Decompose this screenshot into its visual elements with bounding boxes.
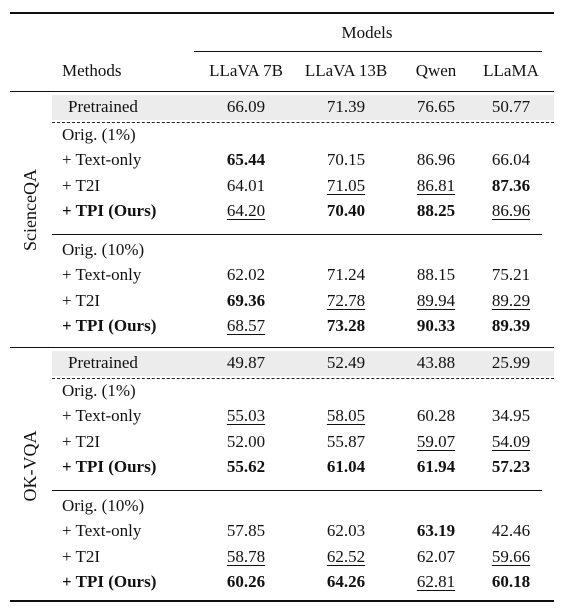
scienceqa-value-cell: 86.81 [416,175,456,195]
model-header-llama: LLaMA [483,61,539,80]
ok-vqa-value-cell: 61.04 [326,456,366,476]
scienceqa-value-cell: 66.04 [491,150,531,170]
ok-vqa-method-label: + T2I [62,431,101,451]
ok-vqa-value-cell: 55.03 [226,406,266,426]
scienceqa-value-cell: 69.36 [226,290,266,310]
ok-vqa-method-label: + TPI (Ours) [62,456,157,476]
results-table: Models Methods LLaVA 7B LLaVA 13B Qwen L… [10,10,554,604]
ok-vqa-value-cell: 57.23 [491,456,531,476]
ok-vqa-value-cell: 58.78 [226,546,266,566]
scienceqa-value-cell: 64.20 [226,200,266,220]
scienceqa-value-cell: 68.57 [226,315,266,335]
scienceqa-method-label: + Text-only [62,150,142,170]
ok-vqa-method-label: + Text-only [62,521,142,541]
scienceqa-group-divider [52,234,542,235]
ok-vqa-group-divider [52,490,542,491]
ok-vqa-value-cell: 57.85 [226,521,266,541]
ok-vqa-pretrained-value: 52.49 [326,353,366,372]
scienceqa-value-cell: 70.15 [326,150,366,170]
ok-vqa-value-cell: 64.26 [326,571,366,591]
ok-vqa-value-cell: 55.87 [326,431,366,451]
header-rule [10,91,554,92]
ok-vqa-group-label: Orig. (10%) [62,496,145,515]
scienceqa-value-cell: 87.36 [491,175,531,195]
scienceqa-pretrained-value: 66.09 [226,97,266,116]
scienceqa-pretrained-value: 76.65 [416,97,456,116]
ok-vqa-pretrained-shade [52,351,554,376]
scienceqa-value-cell: 65.44 [226,150,266,170]
ok-vqa-value-cell: 59.07 [416,431,456,451]
scienceqa-method-label: + TPI (Ours) [62,200,157,220]
ok-vqa-dataset-label: OK-VQA [20,430,40,502]
ok-vqa-method-label: + TPI (Ours) [62,571,157,591]
ok-vqa-group-label: Orig. (1%) [62,381,136,400]
scienceqa-value-cell: 73.28 [326,315,366,335]
scienceqa-pretrained-shade [52,95,554,120]
scienceqa-value-cell: 88.25 [416,200,456,220]
scienceqa-group-label: Orig. (1%) [62,125,136,144]
ok-vqa-value-cell: 42.46 [491,521,531,541]
ok-vqa-value-cell: 60.26 [226,571,266,591]
ok-vqa-value-cell: 60.18 [491,571,531,591]
ok-vqa-pretrained-value: 43.88 [416,353,456,372]
scienceqa-value-cell: 71.05 [326,175,366,195]
ok-vqa-value-cell: 61.94 [416,456,456,476]
scienceqa-value-cell: 89.94 [416,290,456,310]
scienceqa-value-cell: 75.21 [491,265,531,285]
model-header-qwen: Qwen [415,61,457,80]
ok-vqa-value-cell: 62.03 [326,521,366,541]
scienceqa-value-cell: 62.02 [226,265,266,285]
scienceqa-method-label: + T2I [62,290,101,310]
scienceqa-pretrained-label: Pretrained [68,97,138,116]
model-header-llava-13b: LLaVA 13B [304,61,388,80]
ok-vqa-value-cell: 62.81 [416,571,456,591]
scienceqa-value-cell: 70.40 [326,200,366,220]
ok-vqa-method-label: + Text-only [62,406,142,426]
scienceqa-value-cell: 89.39 [491,315,531,335]
ok-vqa-value-cell: 62.07 [416,546,456,566]
ok-vqa-value-cell: 62.52 [326,546,366,566]
scienceqa-value-cell: 89.29 [491,290,531,310]
scienceqa-value-cell: 64.01 [226,175,266,195]
scienceqa-method-label: + TPI (Ours) [62,315,157,335]
scienceqa-group-label: Orig. (10%) [62,240,145,259]
scienceqa-pretrained-value: 50.77 [491,97,531,116]
scienceqa-value-cell: 71.24 [326,265,366,285]
ok-vqa-pretrained-value: 25.99 [491,353,531,372]
methods-header: Methods [62,61,122,80]
scienceqa-value-cell: 90.33 [416,315,456,335]
ok-vqa-method-label: + T2I [62,546,101,566]
scienceqa-pretrained-value: 71.39 [326,97,366,116]
models-rule [194,51,542,52]
scienceqa-method-label: + Text-only [62,265,142,285]
scienceqa-pretrained-dashed-rule [52,122,554,123]
scienceqa-value-cell: 86.96 [491,200,531,220]
scienceqa-dataset-label: ScienceQA [20,169,40,251]
ok-vqa-value-cell: 34.95 [491,406,531,426]
scienceqa-method-label: + T2I [62,175,101,195]
scienceqa-value-cell: 72.78 [326,290,366,310]
ok-vqa-value-cell: 54.09 [491,431,531,451]
model-header-llava-7b: LLaVA 7B [209,61,283,80]
scienceqa-value-cell: 88.15 [416,265,456,285]
ok-vqa-value-cell: 52.00 [226,431,266,451]
dataset-divider-rule [10,347,554,348]
ok-vqa-value-cell: 55.62 [226,456,266,476]
ok-vqa-value-cell: 60.28 [416,406,456,426]
ok-vqa-pretrained-dashed-rule [52,378,554,379]
bottom-rule [10,600,554,602]
scienceqa-value-cell: 86.96 [416,150,456,170]
ok-vqa-value-cell: 63.19 [416,521,456,541]
models-group-label: Models [341,23,393,42]
ok-vqa-pretrained-value: 49.87 [226,353,266,372]
top-rule [10,12,554,14]
ok-vqa-value-cell: 59.66 [491,546,531,566]
ok-vqa-pretrained-label: Pretrained [68,353,138,372]
ok-vqa-value-cell: 58.05 [326,406,366,426]
